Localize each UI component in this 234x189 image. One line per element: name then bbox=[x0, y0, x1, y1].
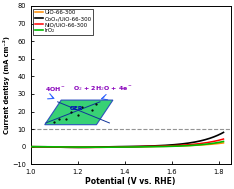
NiO/UiO-66-300 bbox=[29, 146, 32, 148]
CoOₓ/UiO-66-300 bbox=[41, 146, 44, 148]
Y-axis label: Current dentisy (mA cm⁻²): Current dentisy (mA cm⁻²) bbox=[4, 36, 11, 134]
CoOₓ/UiO-66-300 bbox=[141, 145, 144, 147]
NiO/UiO-66-300 bbox=[84, 146, 87, 149]
UiO-66-300 bbox=[152, 145, 155, 148]
NiO/UiO-66-300 bbox=[196, 143, 198, 145]
IrO₂ bbox=[41, 146, 44, 148]
Line: NiO/UiO-66-300: NiO/UiO-66-300 bbox=[31, 139, 223, 147]
Line: IrO₂: IrO₂ bbox=[31, 142, 223, 147]
NiO/UiO-66-300 bbox=[41, 146, 44, 148]
IrO₂ bbox=[146, 146, 149, 148]
CoOₓ/UiO-66-300 bbox=[176, 143, 179, 146]
UiO-66-300 bbox=[41, 146, 44, 148]
UiO-66-300 bbox=[91, 146, 94, 148]
Legend: UiO-66-300, CoOₓ/UiO-66-300, NiO/UiO-66-300, IrO₂: UiO-66-300, CoOₓ/UiO-66-300, NiO/UiO-66-… bbox=[33, 9, 93, 35]
IrO₂ bbox=[152, 146, 155, 148]
Text: 4OH$^-$: 4OH$^-$ bbox=[45, 85, 66, 93]
Polygon shape bbox=[45, 100, 113, 125]
IrO₂ bbox=[29, 146, 32, 148]
CoOₓ/UiO-66-300 bbox=[196, 140, 198, 143]
Text: OER: OER bbox=[70, 106, 83, 111]
Text: O$_2$ + 2H$_2$O + 4e$^-$: O$_2$ + 2H$_2$O + 4e$^-$ bbox=[73, 84, 133, 93]
Line: CoOₓ/UiO-66-300: CoOₓ/UiO-66-300 bbox=[31, 132, 223, 147]
NiO/UiO-66-300 bbox=[222, 138, 225, 140]
CoOₓ/UiO-66-300 bbox=[152, 145, 155, 147]
CoOₓ/UiO-66-300 bbox=[29, 146, 32, 148]
UiO-66-300 bbox=[29, 146, 32, 148]
IrO₂ bbox=[141, 146, 144, 148]
IrO₂ bbox=[176, 145, 179, 147]
NiO/UiO-66-300 bbox=[141, 145, 144, 148]
Line: UiO-66-300: UiO-66-300 bbox=[31, 143, 223, 147]
NiO/UiO-66-300 bbox=[152, 145, 155, 147]
IrO₂ bbox=[196, 144, 198, 146]
CoOₓ/UiO-66-300 bbox=[76, 146, 79, 149]
IrO₂ bbox=[98, 146, 100, 148]
X-axis label: Potential (V vs. RHE): Potential (V vs. RHE) bbox=[85, 177, 176, 186]
CoOₓ/UiO-66-300 bbox=[146, 145, 149, 147]
UiO-66-300 bbox=[176, 145, 179, 147]
IrO₂ bbox=[222, 140, 225, 143]
UiO-66-300 bbox=[222, 142, 225, 144]
NiO/UiO-66-300 bbox=[146, 145, 149, 148]
UiO-66-300 bbox=[196, 144, 198, 146]
CoOₓ/UiO-66-300 bbox=[222, 131, 225, 134]
UiO-66-300 bbox=[146, 146, 149, 148]
UiO-66-300 bbox=[141, 146, 144, 148]
NiO/UiO-66-300 bbox=[176, 144, 179, 147]
